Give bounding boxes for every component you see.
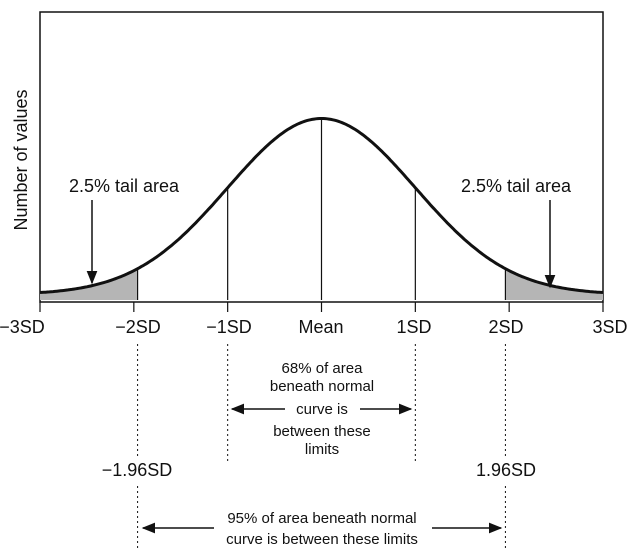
y-axis-label: Number of values: [11, 89, 31, 230]
left-tail-shade: [40, 268, 138, 300]
inner-annotation-line-1: 68% of area: [282, 360, 364, 377]
tick-label-mean: Mean: [298, 317, 343, 337]
inner-annotation-line-3: curve is: [296, 401, 348, 418]
right-tail-shade: [505, 268, 603, 300]
inner-annotation-line-2: beneath normal: [270, 378, 374, 395]
right-tail-label: 2.5% tail area: [461, 176, 572, 196]
tick-label-minus-1sd: −1SD: [206, 317, 252, 337]
tick-label-minus-3sd: −3SD: [0, 317, 45, 337]
outer-annotation-line-2: curve is between these limits: [226, 531, 418, 548]
minus-196sd-label: −1.96SD: [102, 460, 173, 480]
tick-label-plus-3sd: 3SD: [592, 317, 627, 337]
x-axis-ticks: [39, 302, 604, 312]
outer-annotation-line-1: 95% of area beneath normal: [227, 510, 416, 527]
inner-annotation-line-4: between these: [273, 423, 371, 440]
tick-label-minus-2sd: −2SD: [115, 317, 161, 337]
tick-label-plus-2sd: 2SD: [488, 317, 523, 337]
inner-annotation-line-5: limits: [305, 441, 339, 458]
left-tail-label: 2.5% tail area: [69, 176, 180, 196]
tick-label-plus-1sd: 1SD: [396, 317, 431, 337]
plus-196sd-label: 1.96SD: [476, 460, 536, 480]
